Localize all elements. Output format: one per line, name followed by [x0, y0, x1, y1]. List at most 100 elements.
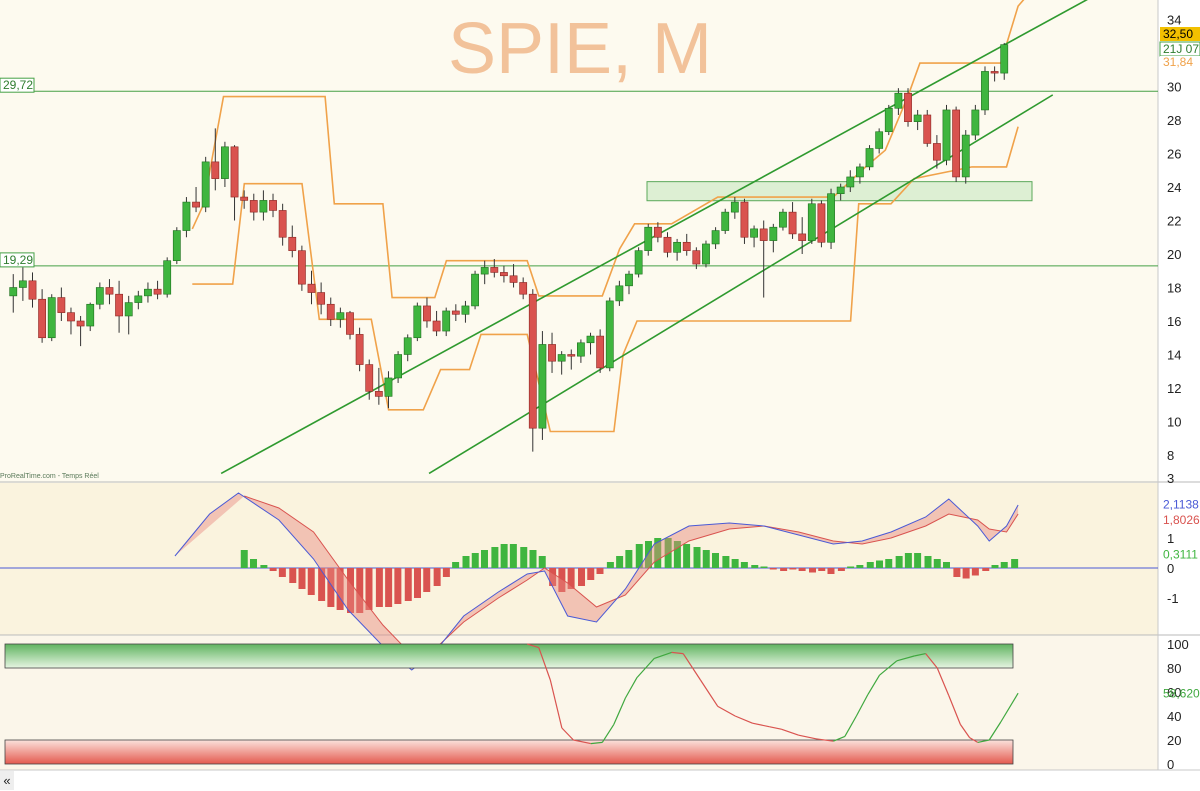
- candle-body: [971, 109, 980, 136]
- signal-value-label: 1,8026: [1163, 513, 1200, 527]
- macd-histogram-bar: [307, 568, 315, 595]
- macd-histogram-bar: [654, 538, 662, 568]
- candle-body: [981, 71, 989, 111]
- macd-histogram-bar: [538, 556, 546, 568]
- candle-body: [471, 273, 479, 307]
- overbought-zone: [4, 643, 1014, 669]
- price-axis-tick: 16: [1167, 314, 1181, 329]
- candle-body: [634, 250, 643, 275]
- candle-body: [182, 201, 191, 231]
- price-axis-tick: 8: [1167, 448, 1174, 463]
- candle-body: [230, 146, 239, 198]
- candle-body: [9, 287, 18, 297]
- candle-body: [201, 161, 210, 208]
- histogram-value-label: 0,3111: [1163, 548, 1198, 562]
- macd-histogram-bar: [847, 566, 855, 568]
- candle-body: [923, 114, 932, 144]
- candle-body: [365, 364, 374, 392]
- macd-histogram-bar: [260, 565, 268, 568]
- oscillator-line-segment: [636, 657, 655, 679]
- candle-body: [759, 228, 768, 241]
- oscillator-line-segment: [914, 653, 926, 657]
- macd-axis-tick: 1: [1167, 531, 1174, 546]
- macd-histogram-bar: [991, 565, 999, 568]
- macd-histogram-bar: [452, 562, 460, 568]
- candle-body: [480, 267, 489, 275]
- candle-body: [528, 293, 537, 429]
- candle-body: [269, 200, 277, 211]
- oscillator-line-segment: [561, 727, 574, 741]
- price-axis-tick: 22: [1167, 214, 1181, 229]
- candle-body: [932, 143, 941, 161]
- macd-histogram-bar: [596, 568, 604, 574]
- candle-body: [663, 236, 672, 253]
- candle-body: [673, 241, 682, 253]
- macd-histogram-bar: [558, 568, 566, 592]
- candle-body: [461, 305, 470, 315]
- macd-histogram-bar: [365, 568, 373, 610]
- candle-body: [249, 200, 258, 213]
- macd-histogram-bar: [760, 566, 768, 568]
- macd-histogram-bar: [809, 568, 817, 573]
- candle-body: [625, 273, 633, 287]
- macd-histogram-bar: [693, 547, 701, 568]
- candle-body: [278, 210, 287, 238]
- candle-body: [76, 320, 85, 327]
- candle-body: [374, 391, 383, 397]
- oscillator-axis-tick: 40: [1167, 709, 1181, 724]
- oscillator-line-segment: [538, 647, 551, 681]
- macd-histogram-bar: [904, 553, 912, 568]
- macd-histogram-bar: [567, 568, 575, 589]
- candle-body: [297, 250, 306, 285]
- scroll-left-button[interactable]: [0, 771, 14, 790]
- candle-body: [394, 354, 402, 379]
- candle-body: [105, 287, 114, 295]
- macd-histogram-bar: [933, 559, 941, 568]
- macd-histogram-bar: [702, 550, 710, 568]
- oscillator-line-segment: [879, 660, 898, 676]
- candle-body: [721, 211, 730, 231]
- oscillator-line-segment: [717, 705, 736, 717]
- candle-body: [740, 201, 749, 238]
- candle-body: [211, 161, 220, 179]
- macd-histogram-bar: [856, 565, 864, 568]
- macd-histogram-bar: [318, 568, 326, 601]
- macd-histogram-bar: [971, 568, 979, 576]
- macd-histogram-bar: [471, 553, 479, 568]
- macd-histogram-bar: [520, 547, 528, 568]
- candle-body: [124, 302, 133, 317]
- macd-histogram-bar: [385, 568, 393, 607]
- candle-body: [134, 295, 143, 303]
- candle-body: [259, 200, 268, 213]
- candle-body: [807, 203, 816, 241]
- macd-histogram-bar: [529, 550, 537, 568]
- macd-histogram-bar: [635, 544, 643, 568]
- candle-body: [798, 233, 807, 241]
- last-price-tag: [1160, 27, 1200, 41]
- time-axis: [0, 770, 1200, 791]
- macd-panel-bg: [0, 483, 1158, 635]
- candle-body: [702, 243, 710, 265]
- candle-body: [605, 300, 614, 369]
- candle-body: [884, 107, 893, 133]
- candle-body: [403, 337, 412, 355]
- candle-body: [567, 354, 576, 357]
- oscillator-line-segment: [867, 674, 881, 695]
- candle-body: [451, 310, 460, 315]
- candle-body: [1000, 44, 1009, 74]
- candle-body: [288, 236, 297, 251]
- oscillator-line-segment: [896, 655, 915, 662]
- candle-body: [115, 293, 123, 317]
- macd-histogram-bar: [269, 568, 277, 571]
- macd-histogram-bar: [433, 568, 441, 586]
- macd-histogram-bar: [876, 560, 883, 568]
- macd-histogram-bar: [982, 568, 990, 571]
- oscillator-line-segment: [573, 739, 591, 745]
- macd-histogram-bar: [683, 544, 691, 568]
- candle-body: [952, 109, 961, 178]
- candle-body: [346, 312, 354, 335]
- macd-histogram-bar: [789, 568, 797, 570]
- candle-body: [432, 320, 441, 332]
- candle-body: [86, 303, 95, 327]
- candle-body: [18, 280, 27, 288]
